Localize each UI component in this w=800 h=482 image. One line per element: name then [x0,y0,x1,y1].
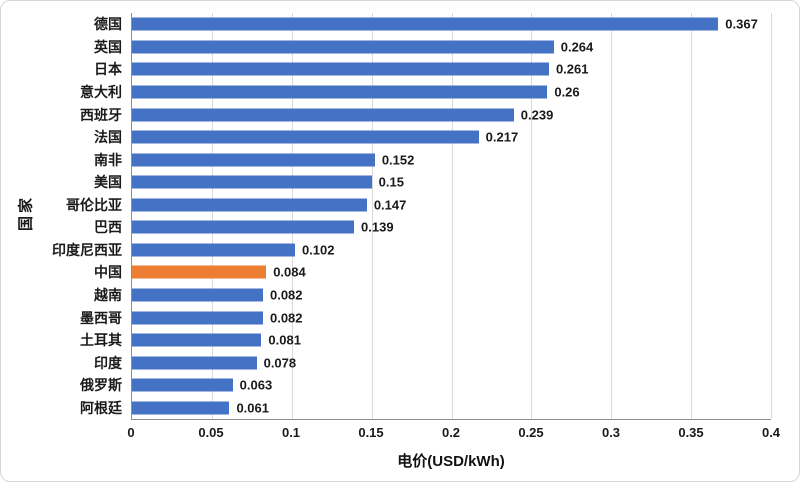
bar [132,153,375,167]
bar [132,198,367,212]
category-label: 墨西哥 [80,309,122,326]
bar [132,311,263,325]
value-label: 0.152 [381,152,415,168]
bar [132,130,479,144]
x-axis-ticks: 0 0.05 0.1 0.15 0.2 0.25 0.3 0.35 0.4 [127,425,780,443]
bar-row: 中国 0.084 [94,261,771,284]
bar-rows: 德国 0.367 英国 0.264 日本 0.261 意大利 0.26 西班牙 0.239 法国 0.… [52,13,771,420]
gridline [531,13,533,419]
bar-row: 印度 0.078 [94,351,771,374]
category-label: 哥伦比亚 [66,196,122,213]
gridline [211,13,213,419]
bar [132,17,719,31]
bar-row: 巴西 0.139 [94,216,771,239]
category-label: 日本 [94,61,122,78]
bar [132,62,549,76]
value-label: 0.261 [555,61,589,77]
bar [132,333,262,347]
bar-row: 西班牙 0.239 [80,103,771,126]
x-tick-label: 0.05 [198,425,224,440]
bar-row: 哥伦比亚 0.147 [66,194,771,217]
bar-row: 英国 0.264 [94,36,771,59]
category-label: 法国 [94,129,122,146]
category-label: 越南 [94,287,122,304]
bar [132,356,257,370]
gridline [371,13,373,419]
category-label: 阿根廷 [80,399,122,416]
bar-row: 阿根廷 0.061 [80,397,771,420]
value-label: 0.078 [263,355,297,371]
category-label: 土耳其 [80,332,122,349]
gridline [451,13,453,419]
category-label: 美国 [94,174,122,191]
category-label: 中国 [94,264,122,281]
bar-row: 南非 0.152 [94,148,771,171]
gridline [771,13,772,419]
value-label: 0.217 [485,129,519,145]
category-label: 南非 [94,151,122,168]
bar [132,40,554,54]
bar-row: 土耳其 0.081 [80,329,771,352]
value-label: 0.147 [373,197,407,213]
value-label: 0.061 [236,400,269,416]
x-tick-label: 0.25 [518,425,544,440]
value-label: 0.084 [273,264,306,280]
bar [132,243,295,257]
value-label: 0.15 [378,174,404,190]
bar [132,401,230,415]
value-label: 0.082 [269,310,303,326]
gridlines [132,13,772,419]
bar [132,265,267,279]
bar-row: 越南 0.082 [94,284,771,307]
bar-row: 意大利 0.26 [80,81,771,104]
value-label: 0.264 [560,39,594,55]
value-label: 0.102 [301,242,335,258]
value-label: 0.139 [361,219,394,235]
bar [132,288,263,302]
bar [132,175,372,189]
value-label: 0.367 [725,16,758,32]
bar-row: 墨西哥 0.082 [80,306,771,329]
bar-row: 德国 0.367 [94,13,771,36]
value-label: 0.26 [554,84,580,100]
category-label: 印度尼西亚 [52,241,122,258]
x-tick-label: 0.15 [358,425,384,440]
x-tick-label: 0.1 [281,425,301,440]
x-tick-label: 0.2 [441,425,461,440]
x-tick-label: 0 [127,425,135,440]
y-axis-title: 国家 [17,194,35,232]
category-label: 德国 [94,16,122,33]
bar-row: 俄罗斯 0.063 [80,374,771,397]
category-label: 意大利 [80,83,122,100]
bar [132,378,233,392]
gridline [691,13,693,419]
bar [132,85,548,99]
category-label: 俄罗斯 [80,377,122,394]
x-axis-title: 电价(USD/kWh) [397,453,505,470]
value-label: 0.082 [269,287,303,303]
gridline [611,13,613,419]
bar-row: 印度尼西亚 0.102 [52,239,771,262]
value-label: 0.063 [239,377,273,393]
category-label: 巴西 [94,219,122,236]
value-label: 0.239 [520,107,554,123]
x-tick-label: 0.35 [678,425,704,440]
gridline [291,13,293,419]
bar-row: 法国 0.217 [94,126,771,149]
category-label: 英国 [94,38,122,55]
bar-row: 日本 0.261 [94,58,771,81]
bar-row: 美国 0.15 [94,171,771,194]
bar [132,220,355,234]
category-label: 西班牙 [80,106,122,123]
bar [132,108,514,122]
plot-area: 德国 0.367 英国 0.264 日本 0.261 意大利 0.26 西班牙 0.239 法国 0.… [52,13,772,420]
x-tick-label: 0.4 [761,425,781,440]
x-tick-label: 0.3 [601,425,621,440]
category-label: 印度 [94,354,122,371]
value-label: 0.081 [268,332,301,348]
